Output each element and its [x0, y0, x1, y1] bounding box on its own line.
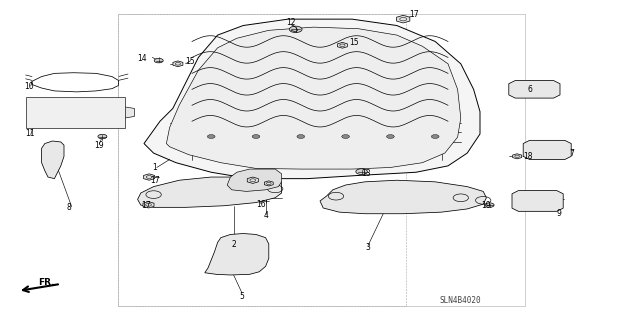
Polygon shape	[247, 177, 259, 183]
Circle shape	[356, 169, 367, 174]
Polygon shape	[512, 191, 563, 211]
Text: 17: 17	[410, 10, 419, 19]
Text: 19: 19	[481, 201, 492, 210]
Text: 8: 8	[67, 204, 72, 212]
Text: 12: 12	[287, 18, 296, 27]
Text: 2: 2	[231, 240, 236, 249]
Polygon shape	[513, 154, 522, 159]
Polygon shape	[144, 19, 480, 179]
Text: 17: 17	[141, 201, 150, 210]
Polygon shape	[509, 81, 560, 98]
Polygon shape	[264, 181, 273, 186]
Polygon shape	[524, 140, 571, 160]
Circle shape	[252, 135, 260, 138]
Text: 6: 6	[528, 85, 533, 94]
Text: 10: 10	[24, 82, 34, 91]
Polygon shape	[143, 174, 155, 180]
Bar	[26, 97, 125, 128]
Text: SLN4B4020: SLN4B4020	[440, 296, 482, 305]
Circle shape	[98, 134, 107, 139]
Text: 3: 3	[365, 243, 371, 252]
Polygon shape	[42, 141, 64, 179]
Text: 16: 16	[256, 200, 266, 209]
Text: 15: 15	[349, 38, 358, 47]
Text: 13: 13	[361, 169, 371, 178]
Text: 1: 1	[152, 163, 157, 172]
Polygon shape	[166, 27, 461, 169]
Text: 5: 5	[239, 292, 244, 300]
Text: FR.: FR.	[38, 278, 55, 287]
Circle shape	[289, 26, 302, 33]
Polygon shape	[143, 202, 154, 208]
Polygon shape	[337, 42, 348, 48]
Polygon shape	[138, 177, 282, 207]
Text: 14: 14	[138, 54, 147, 63]
Polygon shape	[320, 180, 486, 214]
Circle shape	[154, 58, 163, 63]
Polygon shape	[173, 61, 183, 67]
Circle shape	[297, 135, 305, 138]
Text: 17: 17	[150, 176, 160, 185]
Circle shape	[207, 135, 215, 138]
Text: 19: 19	[94, 141, 104, 150]
Circle shape	[342, 135, 349, 138]
Text: 7: 7	[570, 149, 575, 158]
Polygon shape	[227, 169, 282, 191]
Polygon shape	[125, 107, 134, 118]
Text: 11: 11	[26, 130, 35, 138]
Polygon shape	[205, 234, 269, 275]
Text: 9: 9	[557, 209, 562, 218]
Circle shape	[485, 203, 494, 207]
Circle shape	[387, 135, 394, 138]
Text: 18: 18	[524, 152, 533, 161]
Text: 15: 15	[186, 57, 195, 66]
Circle shape	[431, 135, 439, 138]
Text: 4: 4	[263, 211, 268, 220]
Polygon shape	[397, 15, 410, 23]
